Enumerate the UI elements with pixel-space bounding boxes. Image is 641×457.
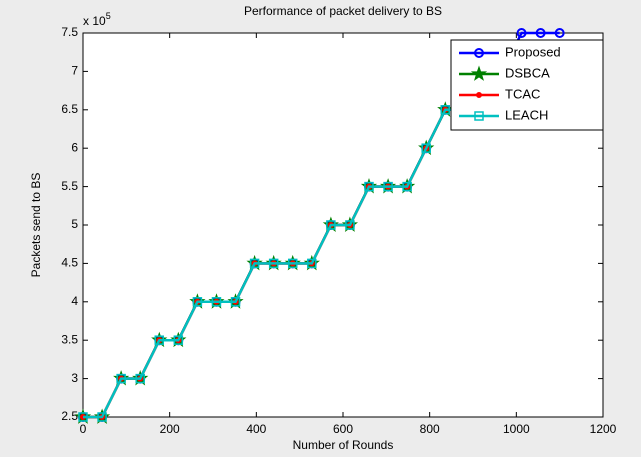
y-axis-label: Packets send to BS [29,173,43,278]
y-tick-label: 4 [71,294,78,308]
y-tick-label: 4.5 [61,256,78,270]
y-tick-label: 3 [71,371,78,385]
marker [516,28,527,38]
marker [78,412,88,422]
marker [268,258,279,269]
y-tick-label: 7 [71,64,78,78]
legend: Proposed DSBCA TCAC LEACH [450,39,604,131]
y-tick-label: 5 [71,217,78,231]
marker [440,105,451,115]
x-tick-label: 400 [246,422,266,436]
y-tick-label: 6 [71,140,78,154]
marker [307,258,317,269]
y-tick-label: 3.5 [61,332,78,346]
marker [173,335,184,345]
x-tick-label: 1200 [590,422,617,436]
legend-label: Proposed [505,44,561,59]
y-tick-label: 5.5 [61,179,78,193]
marker [364,181,374,192]
marker [230,297,241,307]
marker [154,335,165,345]
y-multiplier: x 105 [83,11,111,28]
marker [421,143,431,153]
x-tick-label: 1000 [503,422,530,436]
marker [97,412,107,422]
y-tick-label: 7.5 [61,25,78,39]
x-axis-label: Number of Rounds [293,438,394,452]
x-tick-label: 0 [80,422,87,436]
legend-label: TCAC [505,86,540,101]
marker [211,297,222,307]
marker [192,297,203,307]
marker [554,28,565,38]
x-tick-label: 200 [160,422,180,436]
x-tick-label: 600 [333,422,353,436]
marker [476,92,482,98]
marker [470,65,488,81]
marker [249,258,260,269]
marker [535,28,546,38]
marker [474,111,484,121]
marker [135,373,145,384]
marker [402,181,412,192]
legend-label: LEACH [505,107,548,122]
legend-label: DSBCA [505,65,550,80]
marker [116,373,126,384]
y-tick-label: 6.5 [61,102,78,116]
marker [474,48,484,58]
marker [345,220,355,230]
marker [383,181,393,192]
y-multiplier-base: x 10 [83,14,106,28]
marker [326,220,336,230]
y-multiplier-exponent: 5 [106,11,111,21]
axes-box [82,32,604,418]
chart-title: Performance of packet delivery to BS [244,4,442,18]
y-tick-label: 2.5 [61,409,78,423]
marker [287,258,298,269]
x-tick-label: 800 [420,422,440,436]
